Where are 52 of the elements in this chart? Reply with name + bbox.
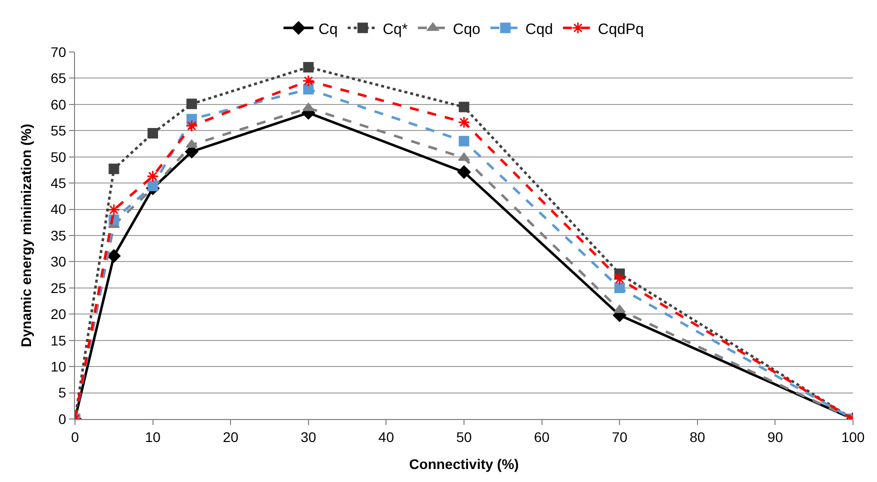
- point: [458, 116, 470, 128]
- y-tick-label: 10: [50, 358, 66, 374]
- y-tick-label: 40: [50, 201, 66, 218]
- y-tick-label: 35: [50, 227, 66, 244]
- x-tick-label: 30: [300, 428, 316, 445]
- y-tick-label: 70: [50, 44, 66, 60]
- y-tick-label: 50: [50, 148, 66, 165]
- point: [148, 180, 158, 191]
- x-tick-label: 0: [71, 428, 80, 445]
- point: [108, 164, 120, 174]
- point: [613, 272, 626, 286]
- point: [302, 102, 314, 112]
- y-axis-title: Dynamic energy minimization (%): [18, 124, 34, 348]
- point: [303, 84, 314, 94]
- legend-label: CqdPq: [598, 20, 644, 38]
- point: [146, 170, 159, 182]
- y-tick-label: 45: [50, 174, 66, 191]
- point: [458, 102, 470, 112]
- x-tick-label: 40: [378, 428, 394, 445]
- x-tick-label: 20: [222, 428, 239, 445]
- legend-label: Cqd: [525, 20, 553, 38]
- y-tick-label: 15: [50, 332, 66, 348]
- y-tick-label: 60: [50, 96, 66, 112]
- point: [458, 136, 470, 146]
- point: [458, 152, 470, 161]
- x-axis-title: Connectivity (%): [409, 456, 519, 472]
- point: [614, 282, 625, 294]
- y-tick-label: 55: [50, 122, 66, 139]
- legend-label: Cq: [318, 20, 338, 38]
- point: [148, 128, 158, 139]
- y-tick-label: 20: [50, 306, 66, 322]
- point: [303, 62, 314, 72]
- x-tick-label: 90: [767, 428, 784, 445]
- x-tick-label: 50: [456, 428, 472, 445]
- point: [107, 249, 120, 263]
- x-tick-label: 10: [145, 428, 161, 445]
- x-tick-label: 60: [534, 428, 550, 445]
- point: [186, 120, 198, 132]
- legend-label: Cqo: [452, 20, 480, 38]
- point: [186, 98, 197, 110]
- y-tick-label: 65: [50, 70, 66, 86]
- x-tick-label: 80: [690, 428, 706, 445]
- point: [457, 165, 471, 179]
- y-tick-label: 25: [50, 280, 66, 296]
- y-tick-label: 5: [58, 384, 66, 401]
- x-tick-label: 100: [841, 428, 865, 445]
- y-tick-label: 0: [58, 410, 66, 427]
- point: [302, 74, 315, 87]
- point: [108, 204, 120, 216]
- y-tick-label: 30: [50, 254, 66, 270]
- x-tick-label: 70: [612, 428, 628, 445]
- legend-label: Cq*: [382, 20, 408, 38]
